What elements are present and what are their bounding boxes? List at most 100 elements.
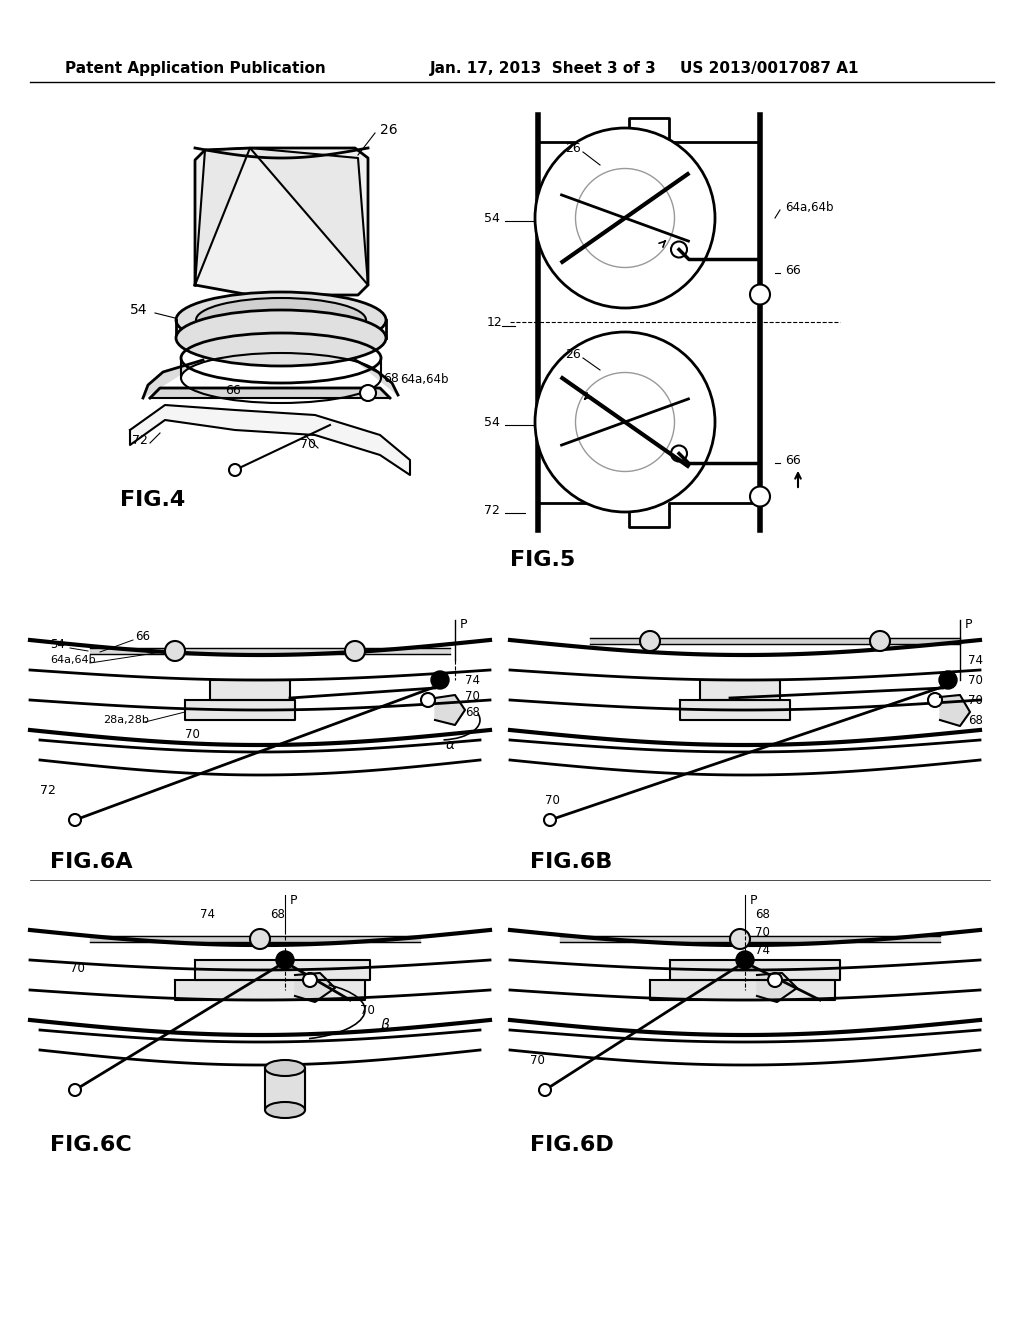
Polygon shape [700, 680, 780, 700]
Text: 54: 54 [50, 639, 65, 652]
Circle shape [229, 465, 241, 477]
Polygon shape [195, 148, 368, 294]
Circle shape [421, 693, 435, 708]
Text: FIG.6A: FIG.6A [50, 851, 133, 873]
Circle shape [928, 693, 942, 708]
Text: FIG.6C: FIG.6C [50, 1135, 132, 1155]
Ellipse shape [176, 292, 386, 348]
Text: P: P [290, 894, 298, 907]
Text: 70: 70 [465, 689, 480, 702]
Text: 66: 66 [785, 264, 801, 276]
Polygon shape [265, 1068, 305, 1110]
Text: 68: 68 [383, 371, 399, 384]
Polygon shape [175, 979, 365, 1001]
Text: FIG.5: FIG.5 [510, 550, 575, 570]
Text: 70: 70 [70, 961, 85, 974]
Text: 70: 70 [755, 927, 770, 940]
Text: 70: 70 [300, 438, 316, 451]
Polygon shape [195, 148, 250, 285]
Text: US 2013/0017087 A1: US 2013/0017087 A1 [680, 61, 858, 75]
Text: 72: 72 [484, 503, 500, 516]
Polygon shape [680, 700, 790, 719]
Text: P: P [460, 619, 468, 631]
Text: 74: 74 [465, 673, 480, 686]
Circle shape [544, 814, 556, 826]
Text: 66: 66 [135, 631, 150, 644]
Circle shape [750, 285, 770, 305]
Circle shape [250, 929, 270, 949]
Text: FIG.4: FIG.4 [120, 490, 185, 510]
Circle shape [671, 242, 687, 257]
Text: 64a,64b: 64a,64b [400, 374, 449, 387]
Circle shape [539, 1084, 551, 1096]
Circle shape [870, 631, 890, 651]
Text: 72: 72 [40, 784, 56, 796]
Circle shape [303, 973, 317, 987]
Ellipse shape [265, 1102, 305, 1118]
Polygon shape [940, 696, 970, 726]
Text: 28a,28b: 28a,28b [103, 715, 148, 725]
Text: Patent Application Publication: Patent Application Publication [65, 61, 326, 75]
Polygon shape [650, 979, 835, 1001]
Text: 70: 70 [545, 793, 560, 807]
Polygon shape [210, 680, 290, 700]
Text: P: P [965, 619, 973, 631]
Polygon shape [435, 696, 465, 725]
Text: 70: 70 [185, 729, 200, 742]
Text: 66: 66 [225, 384, 241, 397]
Circle shape [431, 671, 449, 689]
Text: 12: 12 [486, 315, 502, 329]
Circle shape [750, 487, 770, 507]
Text: 26: 26 [380, 123, 397, 137]
Text: 68: 68 [755, 908, 770, 921]
Text: 70: 70 [968, 673, 983, 686]
Circle shape [671, 446, 687, 462]
Text: 70: 70 [530, 1053, 545, 1067]
Text: 64a,64b: 64a,64b [785, 202, 834, 214]
Text: 70: 70 [360, 1003, 375, 1016]
Text: 26: 26 [565, 141, 581, 154]
Circle shape [69, 814, 81, 826]
Text: FIG.6B: FIG.6B [530, 851, 612, 873]
Circle shape [360, 385, 376, 401]
Polygon shape [185, 700, 295, 719]
Circle shape [535, 333, 715, 512]
Text: P: P [750, 894, 758, 907]
Text: 68: 68 [968, 714, 983, 726]
Circle shape [535, 128, 715, 308]
Polygon shape [250, 148, 368, 285]
Text: 74: 74 [968, 653, 983, 667]
Circle shape [736, 950, 754, 969]
Text: 72: 72 [132, 433, 147, 446]
Ellipse shape [265, 1060, 305, 1076]
Text: 68: 68 [270, 908, 285, 921]
Polygon shape [670, 960, 840, 979]
Ellipse shape [176, 310, 386, 366]
Text: 54: 54 [484, 416, 500, 429]
Text: Jan. 17, 2013  Sheet 3 of 3: Jan. 17, 2013 Sheet 3 of 3 [430, 61, 656, 75]
Polygon shape [757, 973, 797, 1002]
Circle shape [165, 642, 185, 661]
Circle shape [939, 671, 957, 689]
Circle shape [345, 642, 365, 661]
Polygon shape [150, 388, 390, 399]
Polygon shape [355, 360, 398, 395]
Text: $\alpha$: $\alpha$ [445, 738, 456, 752]
Text: 70: 70 [968, 693, 983, 706]
Text: FIG.6D: FIG.6D [530, 1135, 613, 1155]
Circle shape [276, 950, 294, 969]
Text: 68: 68 [465, 705, 480, 718]
Text: 64a,64b: 64a,64b [50, 655, 95, 665]
Text: 54: 54 [130, 304, 147, 317]
Text: $\beta$: $\beta$ [380, 1016, 390, 1034]
Polygon shape [195, 960, 370, 979]
Text: 74: 74 [200, 908, 215, 921]
Text: 26: 26 [565, 348, 581, 362]
Ellipse shape [196, 298, 366, 342]
Text: 54: 54 [484, 211, 500, 224]
Text: 66: 66 [785, 454, 801, 466]
Text: 74: 74 [755, 944, 770, 957]
Polygon shape [130, 405, 410, 475]
Circle shape [730, 929, 750, 949]
Circle shape [640, 631, 660, 651]
